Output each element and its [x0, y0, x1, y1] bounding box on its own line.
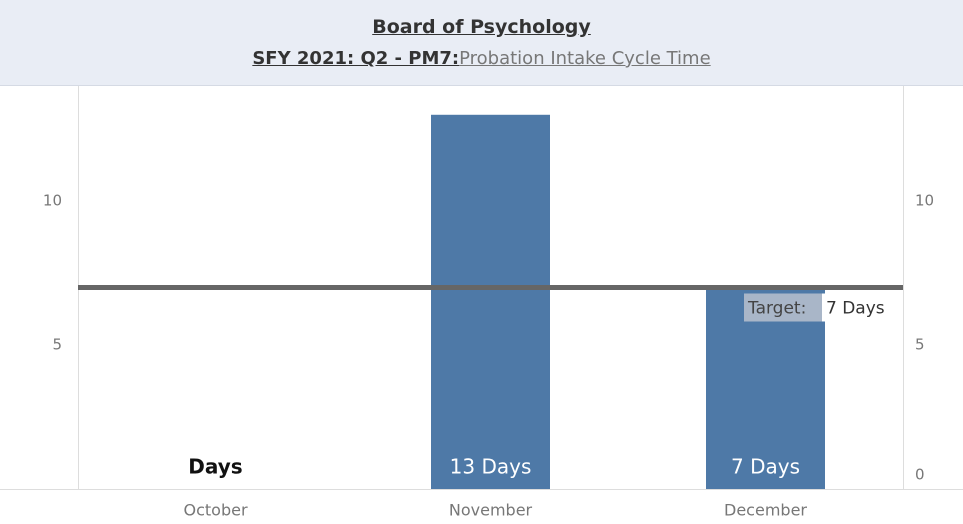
y2-tick-label: 0 — [915, 466, 925, 484]
subtitle-prefix: SFY 2021: Q2 - PM7: — [252, 48, 460, 69]
y-tick-label: 5 — [52, 336, 62, 354]
target-value-label: 7 Days — [826, 299, 885, 319]
header: Board of Psychology SFY 2021: Q2 - PM7:P… — [0, 0, 963, 86]
subtitle: SFY 2021: Q2 - PM7:Probation Intake Cycl… — [0, 48, 963, 69]
x-tick-label: December — [724, 501, 807, 520]
value-label: Days — [188, 455, 242, 479]
chart-title: Board of Psychology — [372, 16, 591, 38]
value-label: 13 Days — [450, 455, 532, 479]
target-label-bg — [744, 293, 822, 322]
target-value-bg — [822, 293, 894, 322]
y2-tick-label: 5 — [915, 336, 925, 354]
target-label: Target: — [747, 299, 806, 319]
x-tick-label: October — [183, 501, 247, 520]
x-tick-label: November — [449, 501, 533, 520]
value-label: 7 Days — [731, 455, 800, 479]
subtitle-measure: Probation Intake Cycle Time — [459, 48, 711, 69]
y2-tick-label: 10 — [915, 192, 934, 210]
y-tick-label: 10 — [43, 192, 62, 210]
bar — [431, 114, 550, 490]
